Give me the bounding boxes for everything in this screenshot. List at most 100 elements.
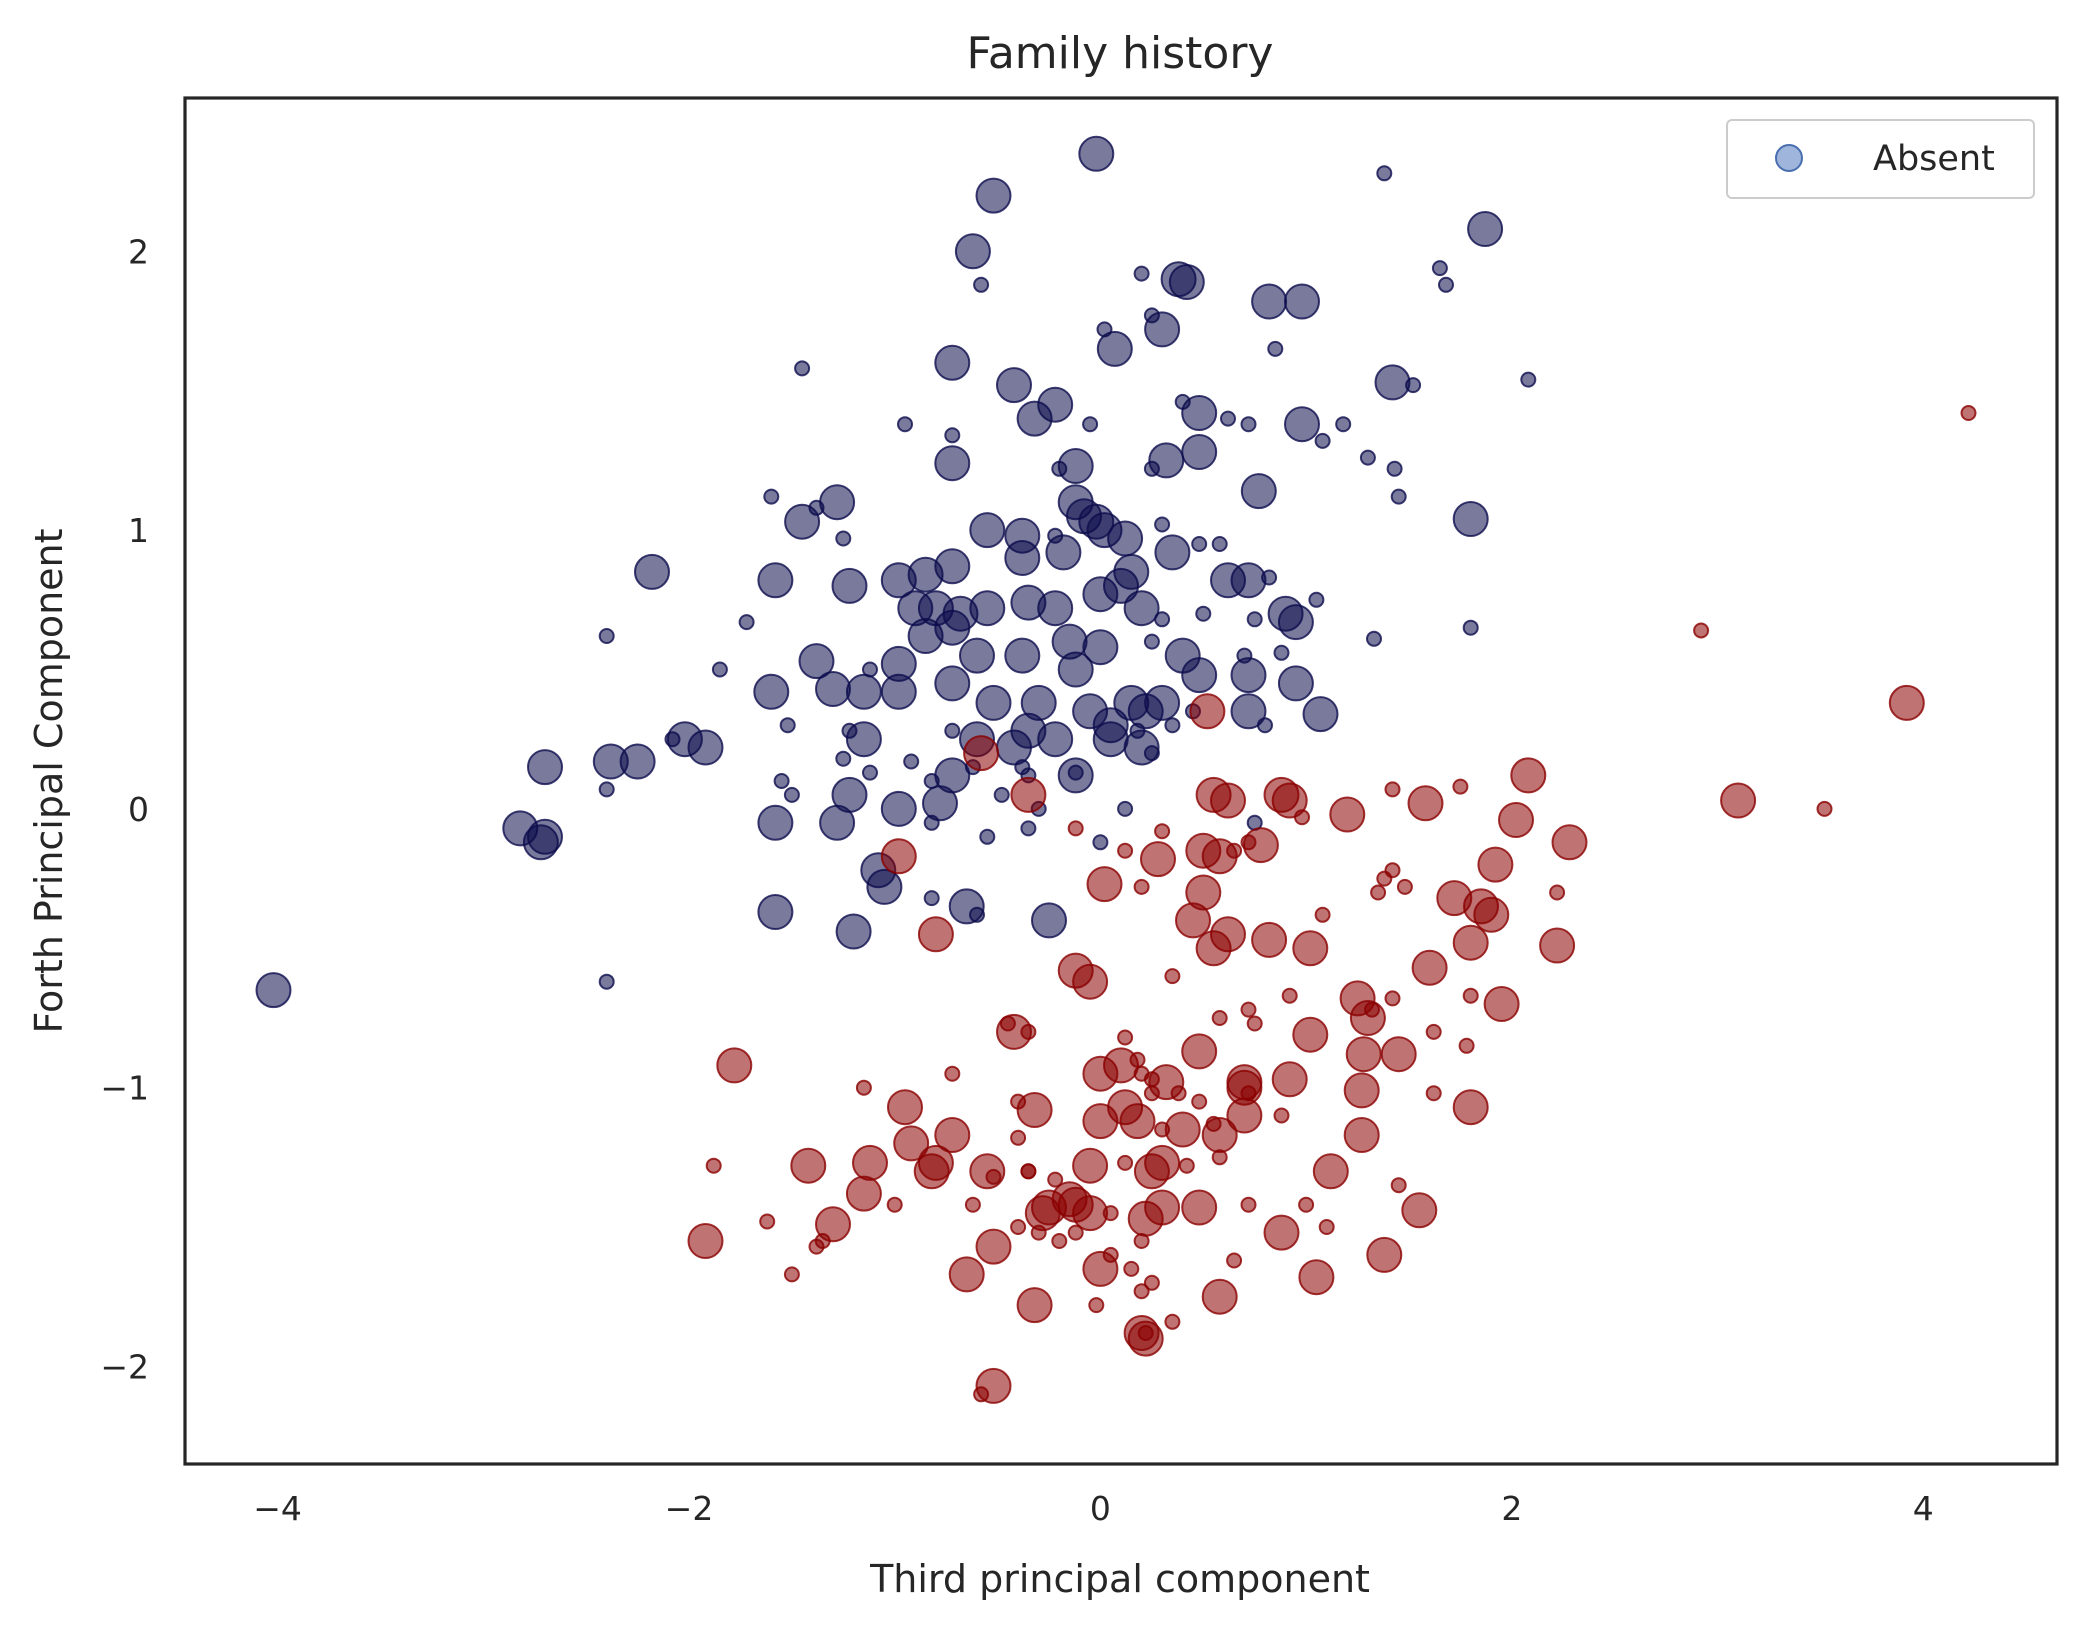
blue-point-172 <box>1092 834 1109 851</box>
blue-point-162 <box>598 781 615 798</box>
red-point-116 <box>1020 1163 1037 1180</box>
blue-point-127 <box>1302 696 1339 733</box>
red-point-155 <box>1263 1214 1300 1251</box>
blue-point-4 <box>1376 165 1393 182</box>
red-point-138 <box>1144 1189 1181 1226</box>
red-point-95 <box>1170 1085 1187 1102</box>
red-point-129 <box>964 1196 981 1213</box>
y-axis-label: Forth Principal Component <box>27 528 71 1033</box>
blue-point-171 <box>979 828 996 845</box>
blue-point-10 <box>1438 276 1454 293</box>
red-point-69 <box>1117 1029 1134 1046</box>
red-point-92 <box>1016 1092 1053 1128</box>
red-point-111 <box>852 1144 888 1181</box>
blue-point-29 <box>1240 416 1257 433</box>
blue-point-175 <box>527 818 563 855</box>
red-point-144 <box>759 1213 776 1230</box>
blue-point-152 <box>527 749 563 786</box>
blue-point-132 <box>1037 721 1074 758</box>
red-point-1 <box>1693 622 1710 639</box>
blue-point-54 <box>969 512 1006 549</box>
red-point-165 <box>1133 1283 1150 1300</box>
red-point-65 <box>1292 1016 1329 1053</box>
blue-point-66 <box>757 562 794 599</box>
blue-point-34 <box>944 427 961 444</box>
red-point-100 <box>893 1125 930 1162</box>
red-point-110 <box>705 1157 722 1174</box>
red-point-63 <box>1211 1010 1228 1026</box>
red-point-20 <box>1067 820 1084 837</box>
blue-point-18 <box>794 360 811 377</box>
legend-box <box>1726 119 2035 199</box>
red-point-67 <box>999 1015 1016 1032</box>
red-point-142 <box>1318 1219 1335 1235</box>
blue-point-96 <box>907 618 944 654</box>
red-point-166 <box>1016 1287 1053 1324</box>
blue-point-153 <box>773 773 790 789</box>
red-point-11 <box>1271 782 1308 819</box>
blue-point-146 <box>903 753 920 770</box>
blue-point-46 <box>763 488 780 505</box>
red-point-150 <box>1133 1233 1150 1249</box>
blue-point-12 <box>1284 283 1320 320</box>
red-point-40 <box>1473 896 1510 933</box>
red-point-88 <box>1452 1089 1489 1126</box>
blue-point-178 <box>923 890 940 907</box>
blue-point-163 <box>880 790 917 827</box>
blue-point-97 <box>959 637 995 674</box>
blue-point-8 <box>973 276 990 293</box>
blue-point-160 <box>993 786 1010 803</box>
blue-point-63 <box>1191 536 1208 552</box>
blue-point-43 <box>1143 460 1160 477</box>
red-point-96 <box>1191 1093 1208 1110</box>
blue-point-182 <box>1031 902 1067 939</box>
blue-point-83 <box>1037 590 1074 627</box>
red-point-48 <box>1452 924 1489 961</box>
blue-point-60 <box>835 530 852 547</box>
red-point-128 <box>913 1153 950 1190</box>
blue-point-168 <box>757 804 794 841</box>
red-point-101 <box>934 1117 971 1153</box>
red-point-3 <box>1720 782 1757 819</box>
red-point-143 <box>1401 1192 1438 1229</box>
blue-point-0 <box>1078 135 1115 172</box>
blue-point-167 <box>819 804 856 841</box>
blue-point-39 <box>1386 460 1403 477</box>
blue-point-30 <box>1284 406 1320 443</box>
red-point-25 <box>1242 827 1279 864</box>
red-point-14 <box>1452 778 1469 795</box>
red-point-6 <box>963 735 1000 772</box>
red-point-156 <box>1366 1236 1403 1273</box>
red-point-41 <box>1549 884 1566 901</box>
red-point-16 <box>1510 757 1547 794</box>
blue-point-38 <box>1359 449 1376 466</box>
red-point-158 <box>1102 1246 1119 1263</box>
red-point-17 <box>1498 802 1534 838</box>
red-point-45 <box>1251 921 1288 958</box>
red-point-153 <box>814 1233 831 1249</box>
blue-point-47 <box>784 503 821 540</box>
red-point-104 <box>1119 1103 1156 1140</box>
red-point-15 <box>1384 781 1401 798</box>
blue-point-64 <box>1211 536 1228 552</box>
red-point-103 <box>1082 1103 1119 1140</box>
blue-point-35 <box>1082 416 1099 433</box>
red-point-57 <box>1364 1001 1380 1018</box>
blue-point-101 <box>1143 633 1160 650</box>
y-tick-label-3: 1 <box>128 511 149 550</box>
blue-point-151 <box>1143 745 1160 762</box>
blue-point-116 <box>880 673 917 710</box>
red-point-163 <box>1298 1259 1335 1296</box>
red-point-49 <box>1539 927 1576 964</box>
legend-marker-absent <box>1775 144 1803 172</box>
blue-point-6 <box>1168 264 1205 300</box>
plot-frame <box>183 96 2059 1466</box>
red-point-18 <box>1551 824 1588 861</box>
red-point-123 <box>1312 1153 1349 1190</box>
red-point-151 <box>687 1223 724 1259</box>
red-point-12 <box>1329 796 1366 833</box>
x-axis-ticks: −4 −2 0 2 4 <box>253 1489 1934 1528</box>
x-tick-label-4: 4 <box>1913 1489 1934 1528</box>
blue-point-138 <box>664 731 681 748</box>
blue-point-94 <box>1462 619 1479 636</box>
